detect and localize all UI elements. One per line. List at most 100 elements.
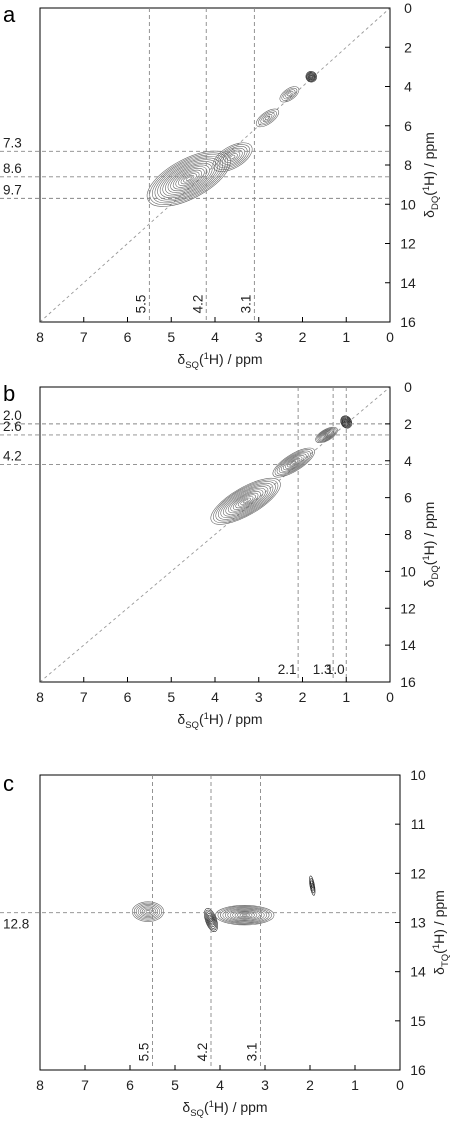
- contour-level: [305, 70, 317, 83]
- contour-level: [239, 913, 250, 918]
- title-part: H) / ppm: [421, 132, 437, 186]
- contour-level: [143, 908, 153, 915]
- title-part: 1: [209, 1099, 214, 1110]
- title-part: 1: [204, 351, 209, 362]
- contour-peak: [146, 150, 231, 207]
- contour-level: [272, 447, 315, 478]
- x-tick-label: 7: [80, 329, 88, 345]
- x-tick-label: 7: [80, 689, 88, 705]
- y-tick-label: 8: [404, 157, 412, 173]
- y-tick-label: 16: [410, 1062, 426, 1078]
- x-tick-label: 1: [342, 329, 350, 345]
- x-tick-label: 2: [306, 1077, 314, 1093]
- plot-frame: [39, 774, 401, 1071]
- x-tick-label: 5: [171, 1077, 179, 1093]
- x-tick-label: 3: [255, 689, 263, 705]
- contour-peak: [309, 875, 316, 896]
- vertical-guide-label: 4.2: [195, 1043, 210, 1062]
- title-part: δ: [421, 579, 437, 587]
- horizontal-guide-label: 12.8: [3, 917, 29, 932]
- contour-peaks: [131, 875, 316, 933]
- title-part: H) / ppm: [209, 711, 263, 727]
- contour-level: [220, 484, 271, 519]
- panel-b: b2.1 1.31.02.02.64.28 7 6 5 4 3 2 1 0024681012141…: [0, 379, 441, 731]
- title-part: 1: [431, 944, 442, 949]
- title-part: 1: [421, 555, 432, 560]
- contour-level: [213, 479, 279, 524]
- contour-peak: [315, 426, 338, 444]
- contour-level: [306, 71, 317, 82]
- x-tick-label: 5: [167, 329, 175, 345]
- x-tick-label: 4: [211, 689, 219, 705]
- contour-level: [137, 905, 159, 919]
- title-part: (: [199, 711, 204, 727]
- contour-level: [172, 168, 205, 190]
- contour-level: [178, 171, 200, 186]
- contour-level: [308, 74, 314, 80]
- title-part: (: [204, 1099, 209, 1115]
- contour-level: [264, 115, 271, 120]
- title-part: (: [431, 949, 447, 954]
- vertical-guide-label: 5.5: [133, 295, 148, 314]
- contour-level: [206, 913, 216, 928]
- contour-level: [242, 499, 249, 504]
- title-part: δ: [431, 967, 447, 975]
- contour-level: [325, 433, 329, 437]
- x-tick-label: 4: [216, 1077, 224, 1093]
- x-tick-label: 3: [255, 329, 263, 345]
- vertical-guide-label: 1.3: [313, 662, 332, 677]
- x-tick-label: 8: [36, 689, 44, 705]
- title-part: δ: [182, 1099, 190, 1115]
- x-tick-label: 4: [211, 329, 219, 345]
- contour-level: [149, 152, 229, 205]
- contour-level: [340, 415, 353, 429]
- x-tick-label: 2: [299, 329, 307, 345]
- contour-level: [204, 908, 218, 933]
- contour-peak: [131, 901, 165, 922]
- contour-level: [154, 155, 223, 202]
- y-tick-label: 11: [411, 816, 426, 832]
- horizontal-guide-label: 4.2: [3, 448, 22, 463]
- title-part: SQ: [190, 1108, 204, 1119]
- x-tick-label: 1: [351, 1077, 359, 1093]
- title-part: H) / ppm: [421, 502, 437, 556]
- contour-level: [260, 112, 275, 124]
- y-tick-label: 10: [410, 767, 426, 783]
- contour-level: [262, 114, 273, 122]
- contour-level: [234, 911, 255, 919]
- contour-level: [152, 154, 226, 204]
- y-tick-label: 10: [400, 196, 416, 212]
- x-axis-title: δSQ(1H) / ppm: [177, 351, 262, 371]
- contour-level: [285, 456, 303, 469]
- contour-level: [224, 908, 265, 922]
- contour-level: [214, 144, 251, 171]
- contour-level: [229, 909, 260, 921]
- x-tick-label: 0: [386, 689, 394, 705]
- contour-level: [183, 174, 195, 183]
- x-tick-label: 3: [261, 1077, 269, 1093]
- title-part: DQ: [430, 196, 441, 210]
- panel-letter: b: [3, 381, 15, 406]
- x-tick-label: 6: [126, 1077, 134, 1093]
- title-part: δ: [177, 711, 185, 727]
- horizontal-guide-label: 8.6: [3, 161, 22, 176]
- horizontal-guide-label: 2.6: [3, 419, 22, 434]
- contour-level: [175, 169, 203, 188]
- contour-level: [224, 151, 241, 163]
- x-tick-label: 0: [386, 329, 394, 345]
- title-part: (: [421, 191, 437, 196]
- contour-level: [217, 146, 248, 169]
- contour-peak: [215, 904, 275, 926]
- contour-level: [217, 482, 274, 520]
- y-tick-label: 6: [404, 118, 412, 134]
- diagonal-line: [39, 386, 391, 683]
- title-part: (: [421, 560, 437, 565]
- contour-level: [341, 417, 351, 427]
- vertical-guide-label: 3.1: [245, 1043, 260, 1062]
- y-axis-title: δDQ(1H) / ppm: [421, 502, 441, 588]
- title-part: 1: [204, 711, 209, 722]
- title-part: 1: [421, 186, 432, 191]
- contour-level: [240, 497, 251, 505]
- contour-level: [237, 912, 253, 918]
- contour-level: [165, 162, 213, 195]
